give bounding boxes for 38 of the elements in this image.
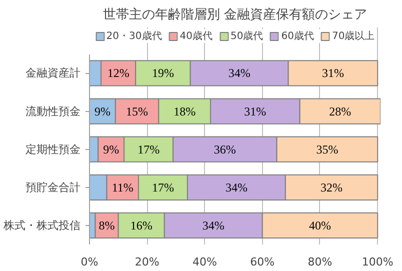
data-label: 40%	[308, 218, 331, 232]
legend-label: 20・30歳代	[106, 30, 162, 43]
data-label: 15%	[126, 104, 148, 118]
legend-label: 70歳以上	[332, 30, 375, 43]
data-label: 35%	[316, 142, 338, 156]
x-tick-label: 100%	[362, 256, 394, 268]
data-label: 32%	[320, 180, 343, 194]
data-label: 34%	[225, 180, 248, 194]
data-label: 34%	[228, 66, 250, 80]
data-label: 31%	[322, 66, 344, 80]
y-tick-label: 定期性預金	[26, 142, 80, 156]
y-tick-label: 預貯金合計	[26, 180, 80, 194]
data-label: 31%	[244, 104, 266, 118]
data-label: 8%	[98, 218, 115, 232]
x-tick-label: 80%	[308, 256, 332, 268]
legend-label: 40歳代	[180, 30, 212, 43]
y-tick-label: 流動性預金	[26, 104, 80, 118]
data-label: 34%	[202, 218, 224, 232]
data-label: 28%	[329, 104, 352, 118]
x-tick-label: 60%	[250, 256, 275, 268]
y-tick-label: 株式・株式投信	[2, 218, 80, 232]
x-tick-label: 0%	[80, 256, 98, 268]
data-label: 12%	[107, 66, 130, 80]
data-label: 9%	[94, 104, 110, 118]
data-label: 16%	[130, 218, 152, 232]
y-tick-label: 金融資産計	[26, 66, 80, 80]
data-label: 17%	[152, 180, 174, 194]
data-label: 36%	[214, 142, 236, 156]
data-label: 11%	[112, 180, 134, 194]
legend-label: 60歳代	[281, 30, 314, 43]
legend-label: 50歳代	[230, 30, 264, 43]
x-tick-label: 40%	[192, 256, 217, 268]
chart-title: 世帯主の年齢階層別 金融資産保有額のシェア	[102, 6, 368, 22]
data-label: 19%	[152, 66, 174, 80]
data-label: 9%	[103, 142, 120, 156]
data-label: 17%	[138, 142, 160, 156]
x-tick-label: 20%	[134, 256, 160, 268]
data-label: 18%	[174, 104, 196, 118]
